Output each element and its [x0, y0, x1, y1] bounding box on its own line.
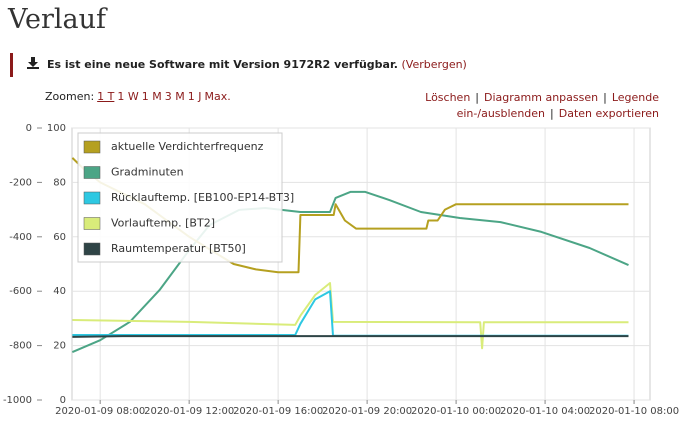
legend-label: Vorlauftemp. [BT2] — [111, 217, 215, 230]
hide-link[interactable]: (Verbergen) — [401, 58, 467, 71]
legend-label: aktuelle Verdichterfrequenz — [111, 140, 264, 153]
page-title: Verlauf — [8, 4, 107, 35]
y-tick-label: 80 — [53, 177, 66, 188]
legend-label: Rücklauftemp. [EB100-EP14-BT3] — [111, 191, 294, 204]
notice: Es ist eine neue Software mit Version 91… — [10, 53, 687, 77]
action-link[interactable]: Legende ein-/ausblenden — [456, 91, 659, 120]
y-tick-label: 60 — [53, 232, 66, 243]
x-tick-label: 2020-01-09 16:00 — [233, 406, 323, 417]
zoom-label: Zoomen: — [45, 90, 95, 103]
actions: Löschen | Diagramm anpassen | Legende ein-/a… — [299, 90, 659, 122]
zoom-option[interactable]: 1 M — [141, 90, 162, 103]
legend-swatch — [83, 166, 101, 179]
action-link[interactable]: Diagramm anpassen — [484, 91, 599, 104]
zoom-option[interactable]: 1 T — [97, 90, 115, 103]
y2-tick-label: -800 — [9, 341, 32, 352]
zoom-option[interactable]: Max. — [204, 90, 231, 103]
y-tick-label: 0 — [60, 395, 66, 406]
series-line — [72, 190, 629, 354]
zoom-option[interactable]: 3 M — [164, 90, 185, 103]
action-link[interactable]: Löschen — [425, 91, 471, 104]
legend-swatch — [83, 217, 101, 230]
separator: | — [603, 91, 607, 104]
legend-label: Raumtemperatur [BT50] — [111, 242, 246, 255]
download-icon — [27, 57, 39, 69]
y2-tick-label: -600 — [9, 286, 32, 297]
x-tick-label: 2020-01-09 20:00 — [322, 406, 412, 417]
action-link[interactable]: Daten exportieren — [558, 107, 659, 120]
x-tick-label: 2020-01-09 08:00 — [55, 406, 145, 417]
legend-label: Gradminuten — [111, 166, 184, 179]
y2-tick-label: -400 — [9, 232, 32, 243]
legend: aktuelle Verdichterfrequenz Gradminuten Rü… — [77, 132, 294, 263]
y-tick-label: 20 — [53, 341, 66, 352]
x-tick-label: 2020-01-10 08:00 — [589, 406, 679, 417]
y-tick-label: 40 — [53, 286, 66, 297]
x-tick-label: 2020-01-09 12:00 — [144, 406, 234, 417]
series-line — [72, 282, 629, 350]
legend-swatch — [83, 242, 101, 256]
legend-box — [77, 132, 283, 263]
x-tick-label: 2020-01-10 04:00 — [500, 406, 590, 417]
y2-tick-label: 0 — [26, 123, 32, 134]
y-tick-label: 100 — [47, 123, 66, 134]
legend-swatch — [83, 140, 101, 154]
separator: | — [550, 107, 554, 120]
x-tick-label: 2020-01-10 00:00 — [411, 406, 501, 417]
separator: | — [475, 91, 480, 104]
series-line — [72, 335, 629, 338]
zoom-option[interactable]: 1 J — [187, 90, 202, 103]
y2-tick-label: -1000 — [3, 395, 32, 406]
zoom-option[interactable]: 1 W — [117, 90, 139, 103]
notice-text: Es ist eine neue Software mit Version 91… — [47, 58, 398, 71]
y2-tick-label: -200 — [9, 177, 32, 188]
legend-swatch — [83, 191, 101, 205]
